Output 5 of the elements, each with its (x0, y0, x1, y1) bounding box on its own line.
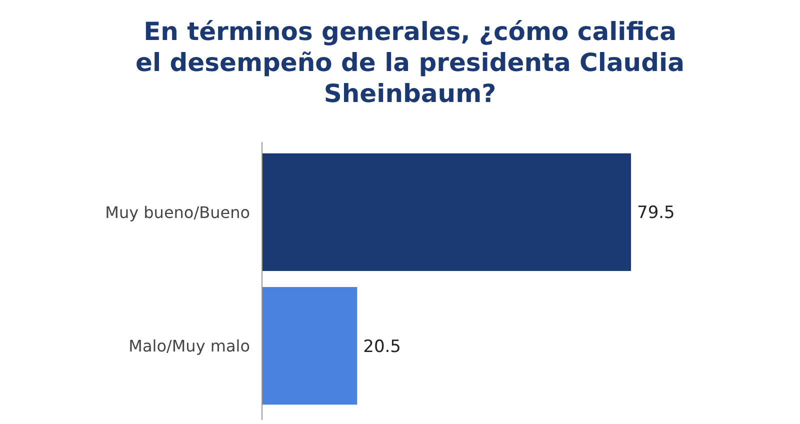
chart-title: En términos generales, ¿cómo califica el desempeño de la presidenta Claudia Sheinbaum? (136, 17, 684, 108)
data-label: 79.5 (637, 203, 675, 224)
data-label: 20.5 (363, 336, 402, 357)
y-tick-label: Malo/Muy malo (128, 336, 250, 356)
y-tick-label: Muy bueno/Bueno (105, 202, 250, 222)
